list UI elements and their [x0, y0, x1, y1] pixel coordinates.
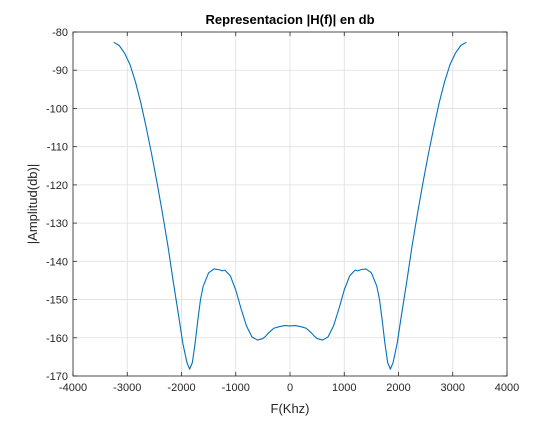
y-tick-label: -80 [52, 27, 68, 39]
y-axis-label: |Amplitud(db)| [25, 164, 40, 244]
x-tick-label: 1000 [332, 382, 356, 394]
x-tick-label: -2000 [167, 382, 195, 394]
x-tick-label: -3000 [113, 382, 141, 394]
x-tick-labels: -4000 -3000 -2000 -1000 0 1000 2000 3000 4000 [59, 382, 519, 394]
chart-title: Representacion |H(f)| en db [205, 12, 374, 27]
y-tick-label: -130 [46, 218, 68, 230]
x-tick-label: -1000 [222, 382, 250, 394]
series-line [113, 41, 467, 370]
y-tick-label: -100 [46, 103, 68, 115]
x-axis-label: F(Khz) [271, 401, 310, 416]
y-tick-label: -140 [46, 256, 68, 268]
x-tick-label: 3000 [441, 382, 465, 394]
y-tick-label: -170 [46, 371, 68, 383]
y-tick-label: -150 [46, 295, 68, 307]
ticks [72, 31, 508, 377]
x-tick-label: 4000 [495, 382, 519, 394]
x-tick-label: -4000 [59, 382, 87, 394]
y-tick-labels: -170 -160 -150 -140 -130 -120 -110 -100 -90 -80 [46, 27, 68, 383]
y-tick-label: -120 [46, 180, 68, 192]
x-tick-label: 2000 [386, 382, 410, 394]
x-tick-label: 0 [287, 382, 293, 394]
y-tick-label: -160 [46, 333, 68, 345]
y-tick-label: -110 [47, 142, 68, 154]
y-tick-label: -90 [52, 65, 68, 77]
